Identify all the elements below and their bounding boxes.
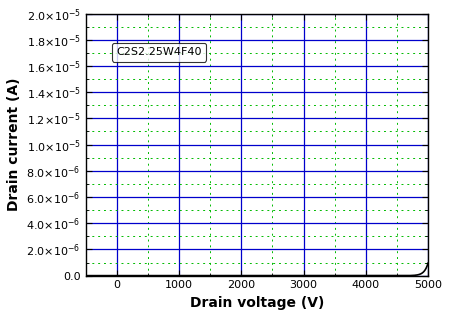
- X-axis label: Drain voltage (V): Drain voltage (V): [189, 296, 324, 310]
- Y-axis label: Drain current (A): Drain current (A): [7, 78, 21, 211]
- Legend: C2S2.25W4F40: C2S2.25W4F40: [112, 43, 206, 61]
